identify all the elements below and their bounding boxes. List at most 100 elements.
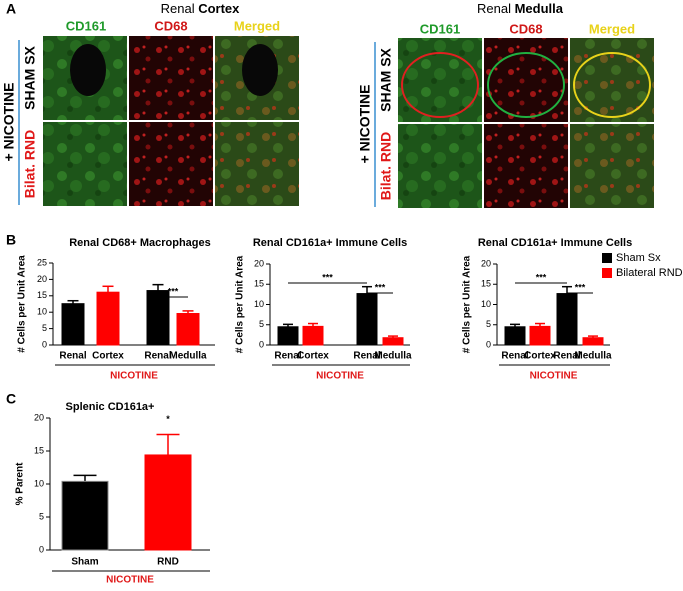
row-label: Bilat. RND [22,130,38,198]
y-axis-label: # Cells per Unit Area [235,255,246,353]
column-header: CD68 [154,18,187,33]
bar [504,326,526,346]
x-tick-label: Renal [353,351,380,362]
bar [144,454,192,551]
significance-label: *** [536,272,547,282]
y-tick-label: 20 [37,274,47,284]
row-label: SHAM SX [378,47,394,111]
micrograph [129,122,213,206]
column-header: Merged [589,21,635,36]
y-tick-label: 20 [481,258,491,268]
medulla-images [398,38,654,208]
y-axis-label: % Parent [15,462,26,505]
significance-label: * [166,414,170,424]
title-bold: Cortex [198,1,240,16]
y-tick-label: 15 [34,445,44,455]
chart-title: Splenic CD161a+ [66,401,155,413]
x-tick-label: Renal [501,351,528,362]
bar [382,337,404,346]
title-prefix: Renal [161,1,199,16]
micrograph [484,38,568,122]
x-tick-label: Renal [144,351,171,362]
x-tick-label: Cortex [524,351,556,362]
region-circle [573,52,651,118]
legend-label: Sham Sx [616,252,661,264]
y-tick-label: 5 [486,319,491,329]
micrograph [398,124,482,208]
x-tick-label: Medulla [169,351,207,362]
y-tick-label: 0 [486,339,491,349]
y-tick-label: 0 [42,339,47,349]
cortex-images [43,36,299,206]
bar [582,337,604,346]
y-axis-label: # Cells per Unit Area [17,255,28,353]
bar [61,480,109,551]
row-label: SHAM SX [22,45,38,109]
dark-region [70,44,106,96]
y-tick-label: 20 [254,258,264,268]
y-tick-label: 15 [481,279,491,289]
y-tick-label: 0 [39,544,44,554]
group-label: NICOTINE [530,371,578,382]
bar [146,290,170,346]
significance-label: *** [375,282,386,292]
y-axis-label: # Cells per Unit Area [462,255,473,353]
region-circle [401,52,479,118]
group-label: NICOTINE [106,575,154,586]
y-tick-label: 15 [37,290,47,300]
x-tick-label: Renal [274,351,301,362]
dark-region [242,44,278,96]
chart-title: Renal CD161a+ Immune Cells [253,237,407,249]
bar [302,325,324,346]
x-tick-label: RND [157,557,179,568]
significance-label: *** [575,282,586,292]
title-bold: Medulla [515,1,564,16]
y-tick-label: 25 [37,257,47,267]
row-group-label: + NICOTINE [357,85,373,164]
panel-label: B [6,232,16,248]
y-tick-label: 10 [37,307,47,317]
micrograph [215,122,299,206]
column-header: Merged [234,18,280,33]
row-label: Bilat. RND [378,132,394,200]
y-tick-label: 0 [259,339,264,349]
x-tick-label: Sham [71,557,98,568]
bar [556,293,578,346]
chart-title: Renal CD161a+ Immune Cells [478,237,632,249]
micrograph [43,122,127,206]
x-tick-label: Cortex [297,351,329,362]
y-tick-label: 5 [259,319,264,329]
x-tick-label: Medulla [574,351,612,362]
y-tick-label: 10 [254,299,264,309]
panel-label: C [6,391,16,407]
bar [356,293,378,346]
bar [277,326,299,346]
x-tick-label: Cortex [92,351,124,362]
micrograph [570,124,654,208]
micrograph [484,124,568,208]
column-header: CD161 [66,18,106,33]
medulla-title: Renal Medulla [477,1,564,16]
y-tick-label: 10 [34,478,44,488]
row-group-label: + NICOTINE [1,83,17,162]
y-tick-label: 15 [254,279,264,289]
significance-label: *** [322,272,333,282]
chart-title: Renal CD68+ Macrophages [69,237,211,249]
bar [529,325,551,346]
bar [96,291,120,346]
legend-swatch [602,253,612,263]
y-tick-label: 10 [481,299,491,309]
column-header: CD68 [509,21,542,36]
significance-label: *** [168,286,179,296]
bar [61,303,85,346]
x-tick-label: Medulla [374,351,412,362]
x-tick-label: Renal [553,351,580,362]
legend-label: Bilateral RND [616,267,683,279]
micrograph [129,36,213,120]
bar [176,313,200,346]
y-tick-label: 20 [34,412,44,422]
x-tick-label: Renal [59,351,86,362]
panel-label: A [6,1,16,17]
